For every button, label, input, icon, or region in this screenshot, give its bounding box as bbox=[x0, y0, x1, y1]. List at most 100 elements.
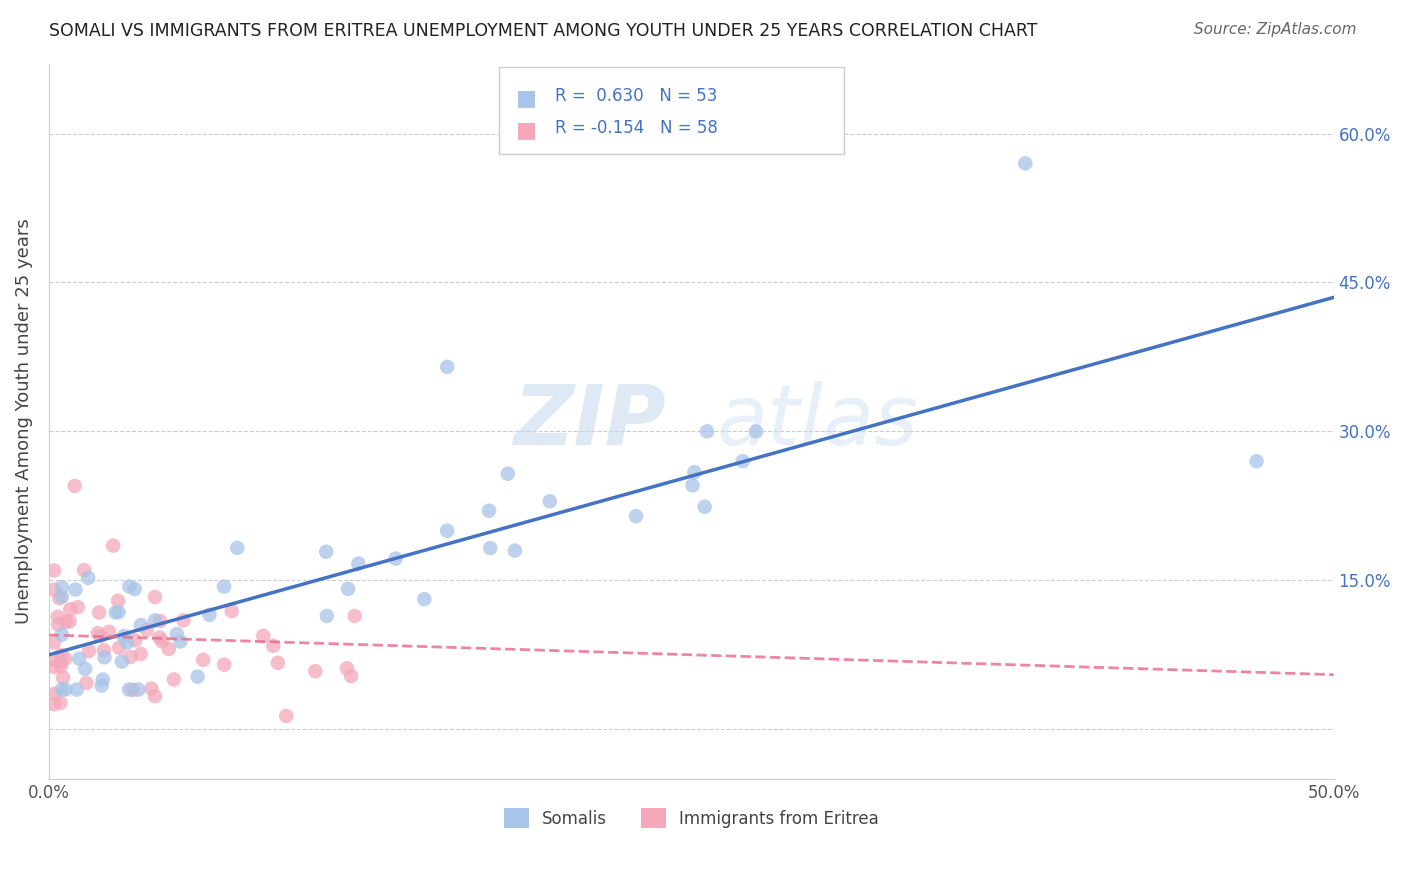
Point bbox=[55, 682, 77, 697]
Point bbox=[413, 592, 436, 607]
Point bbox=[49, 659, 72, 673]
Point bbox=[141, 681, 163, 696]
Y-axis label: Unemployment Among Youth under 25 years: Unemployment Among Youth under 25 years bbox=[15, 219, 32, 624]
Point bbox=[112, 629, 135, 643]
Point bbox=[143, 590, 166, 604]
Point bbox=[118, 579, 141, 593]
Text: R =  0.630   N = 53: R = 0.630 N = 53 bbox=[555, 87, 717, 104]
Point bbox=[745, 425, 768, 439]
Point bbox=[212, 657, 235, 672]
Point bbox=[51, 590, 73, 604]
Point bbox=[315, 609, 337, 624]
Point bbox=[166, 627, 188, 641]
Point bbox=[683, 465, 706, 479]
Point bbox=[75, 662, 97, 676]
Point bbox=[384, 551, 406, 566]
Text: ■: ■ bbox=[516, 88, 537, 108]
Point bbox=[51, 580, 73, 594]
Point bbox=[624, 509, 647, 524]
Point bbox=[124, 633, 146, 648]
Point bbox=[496, 467, 519, 481]
Point bbox=[187, 670, 209, 684]
Text: R = -0.154   N = 58: R = -0.154 N = 58 bbox=[555, 119, 718, 136]
Point bbox=[347, 557, 370, 571]
Point bbox=[98, 624, 121, 639]
Point bbox=[118, 682, 141, 697]
Text: Source: ZipAtlas.com: Source: ZipAtlas.com bbox=[1194, 22, 1357, 37]
Point bbox=[87, 626, 110, 640]
Point bbox=[696, 425, 718, 439]
Point bbox=[337, 582, 360, 596]
Point bbox=[111, 655, 134, 669]
Point bbox=[212, 580, 235, 594]
Point bbox=[48, 591, 70, 606]
Point bbox=[42, 687, 65, 701]
Point bbox=[46, 617, 69, 632]
Point bbox=[340, 669, 363, 683]
Legend: Somalis, Immigrants from Eritrea: Somalis, Immigrants from Eritrea bbox=[498, 801, 886, 835]
Point bbox=[129, 618, 152, 632]
Point bbox=[49, 655, 72, 669]
Point bbox=[276, 709, 298, 723]
Text: ■: ■ bbox=[516, 120, 537, 140]
Point bbox=[52, 671, 75, 685]
Point bbox=[59, 602, 82, 616]
Point bbox=[87, 606, 110, 620]
Point bbox=[108, 640, 131, 655]
Point bbox=[115, 635, 138, 649]
Point bbox=[51, 682, 73, 697]
Point bbox=[172, 614, 194, 628]
Point bbox=[436, 359, 458, 374]
Point bbox=[149, 614, 172, 628]
Point bbox=[127, 682, 149, 697]
Point bbox=[42, 652, 65, 666]
Point bbox=[315, 545, 337, 559]
Point bbox=[46, 609, 69, 624]
Point bbox=[124, 582, 146, 596]
Point bbox=[89, 629, 111, 643]
Point bbox=[503, 543, 526, 558]
Point bbox=[49, 696, 72, 710]
Point bbox=[66, 682, 89, 697]
Point bbox=[65, 582, 87, 597]
Point bbox=[104, 606, 127, 620]
Point bbox=[148, 631, 170, 645]
Point bbox=[538, 494, 561, 508]
Point bbox=[42, 582, 65, 597]
Point bbox=[478, 504, 501, 518]
Point bbox=[343, 609, 366, 624]
Point bbox=[731, 454, 754, 468]
Point bbox=[221, 604, 243, 618]
Text: SOMALI VS IMMIGRANTS FROM ERITREA UNEMPLOYMENT AMONG YOUTH UNDER 25 YEARS CORREL: SOMALI VS IMMIGRANTS FROM ERITREA UNEMPL… bbox=[49, 22, 1038, 40]
Point bbox=[191, 653, 214, 667]
Point bbox=[91, 673, 114, 687]
Point bbox=[58, 615, 80, 629]
Point bbox=[55, 615, 77, 629]
Point bbox=[77, 571, 100, 585]
Point bbox=[143, 689, 166, 703]
Point bbox=[252, 629, 274, 643]
Point bbox=[226, 541, 249, 555]
Point bbox=[67, 651, 90, 665]
Point bbox=[107, 593, 129, 607]
Point bbox=[42, 563, 65, 577]
Point bbox=[51, 628, 73, 642]
Point bbox=[42, 698, 65, 712]
Point bbox=[77, 644, 100, 658]
Point bbox=[479, 541, 502, 555]
Point bbox=[120, 649, 142, 664]
Point bbox=[103, 539, 125, 553]
Point bbox=[90, 679, 112, 693]
Point bbox=[682, 478, 704, 492]
Point bbox=[93, 643, 115, 657]
Text: atlas: atlas bbox=[717, 381, 918, 462]
Point bbox=[107, 605, 129, 619]
Point bbox=[42, 660, 65, 674]
Point bbox=[143, 613, 166, 627]
Point bbox=[1246, 454, 1268, 468]
Point bbox=[63, 479, 86, 493]
Point bbox=[693, 500, 716, 514]
Point bbox=[336, 661, 359, 675]
Point bbox=[129, 647, 152, 661]
Point bbox=[66, 600, 89, 615]
